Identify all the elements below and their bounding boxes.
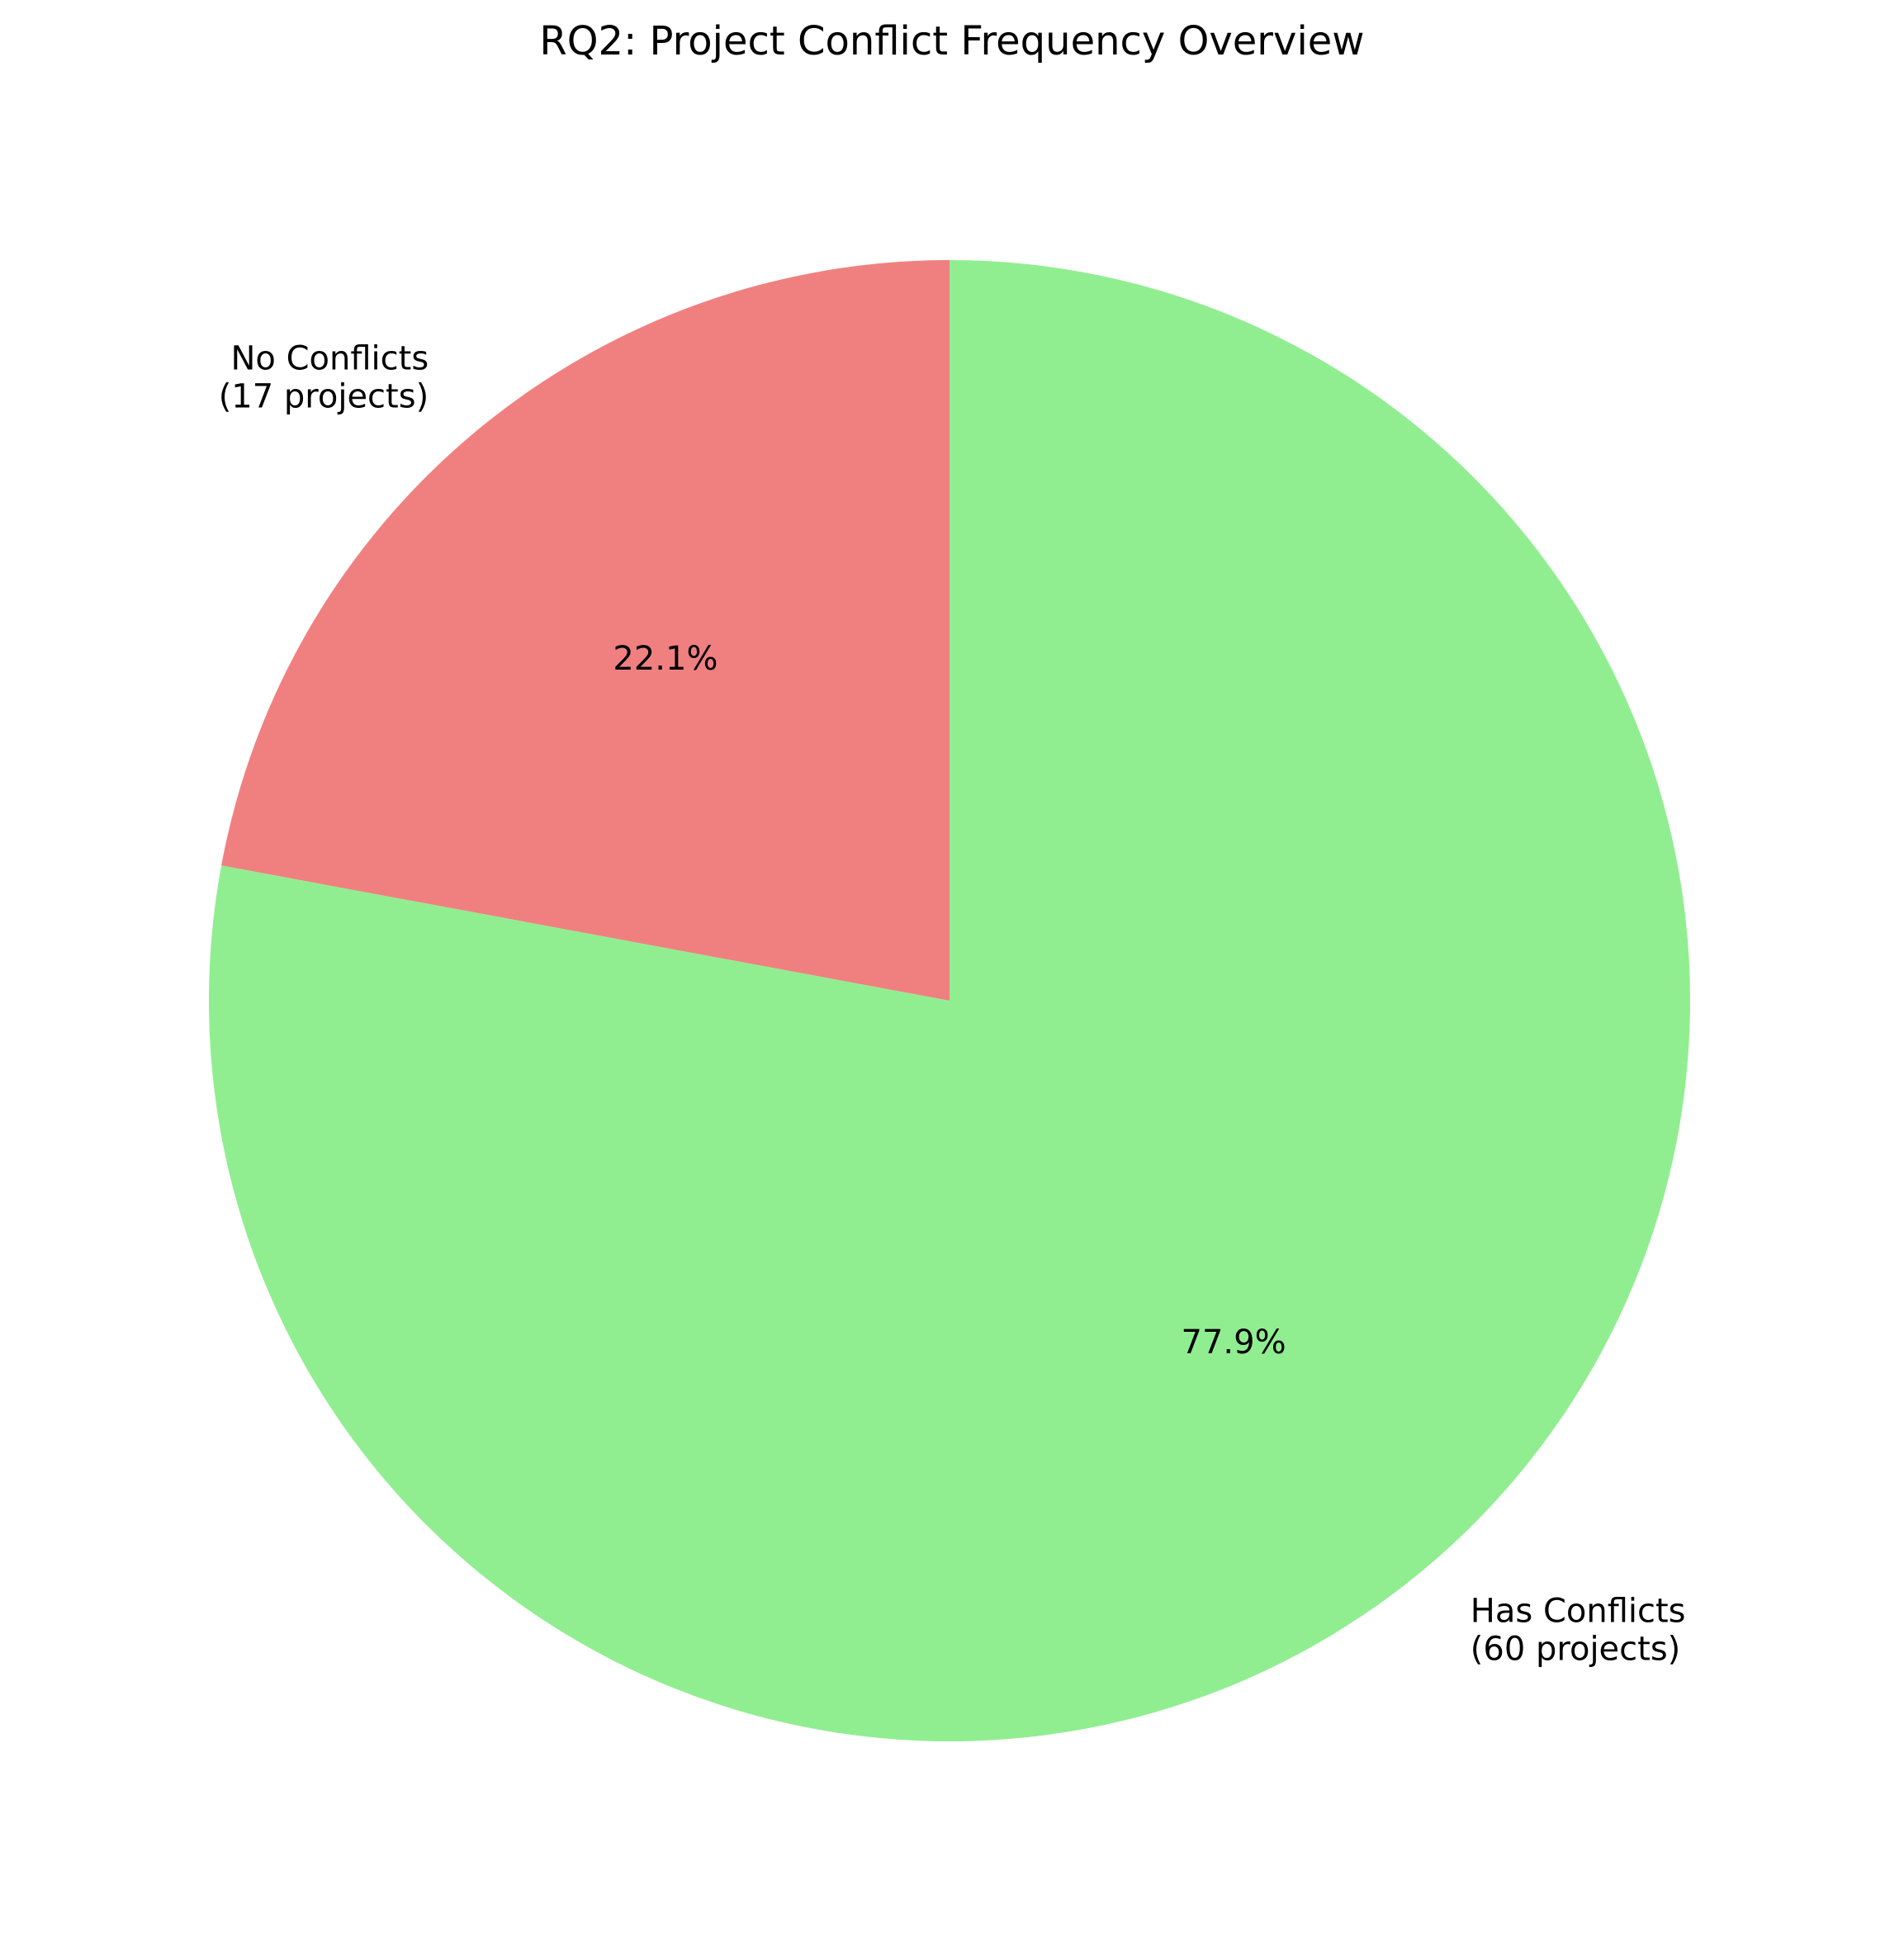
slice-label-no-conflicts: No Conflicts (17 projects) bbox=[219, 339, 429, 415]
pie-labels: No Conflicts (17 projects) 22.1% Has Confli… bbox=[219, 339, 1686, 1668]
slice-label-has-conflicts: Has Conflicts (60 projects) bbox=[1471, 1593, 1686, 1669]
pie-slice-no-conflicts bbox=[221, 260, 950, 1001]
pie-slices bbox=[209, 260, 1691, 1741]
pie-slice-has-conflicts bbox=[209, 260, 1691, 1741]
slice-percent-no-conflicts: 22.1% bbox=[613, 640, 718, 678]
slice-percent-has-conflicts: 77.9% bbox=[1182, 1324, 1286, 1362]
chart-title: RQ2: Project Conflict Frequency Overview bbox=[539, 18, 1364, 64]
